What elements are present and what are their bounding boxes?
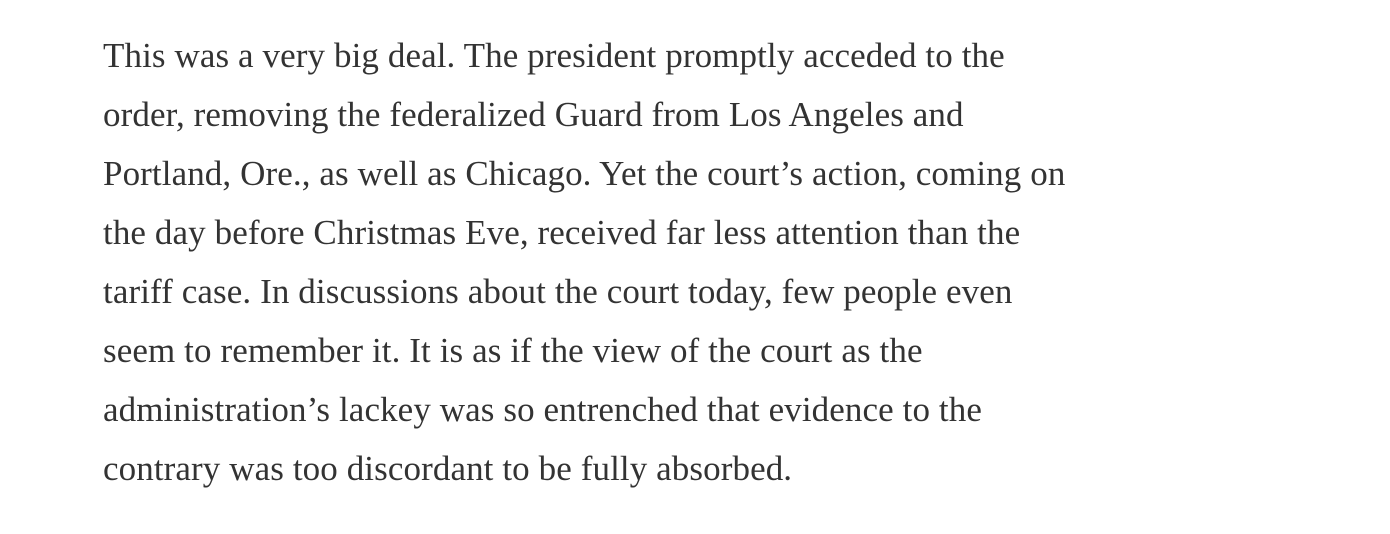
text-line: order, removing the federalized Guard fr… [103, 95, 964, 134]
text-line: the day before Christmas Eve, received f… [103, 213, 1021, 252]
article-paragraph: This was a very big deal. The president … [103, 26, 1343, 498]
text-line: seem to remember it. It is as if the vie… [103, 331, 923, 370]
text-line: tariff case. In discussions about the co… [103, 272, 1013, 311]
text-line: This was a very big deal. The president … [103, 36, 1005, 75]
text-line: administration’s lackey was so entrenche… [103, 390, 982, 429]
article-body: This was a very big deal. The president … [103, 26, 1343, 498]
text-line: Portland, Ore., as well as Chicago. Yet … [103, 154, 1066, 193]
text-line: contrary was too discordant to be fully … [103, 449, 793, 488]
